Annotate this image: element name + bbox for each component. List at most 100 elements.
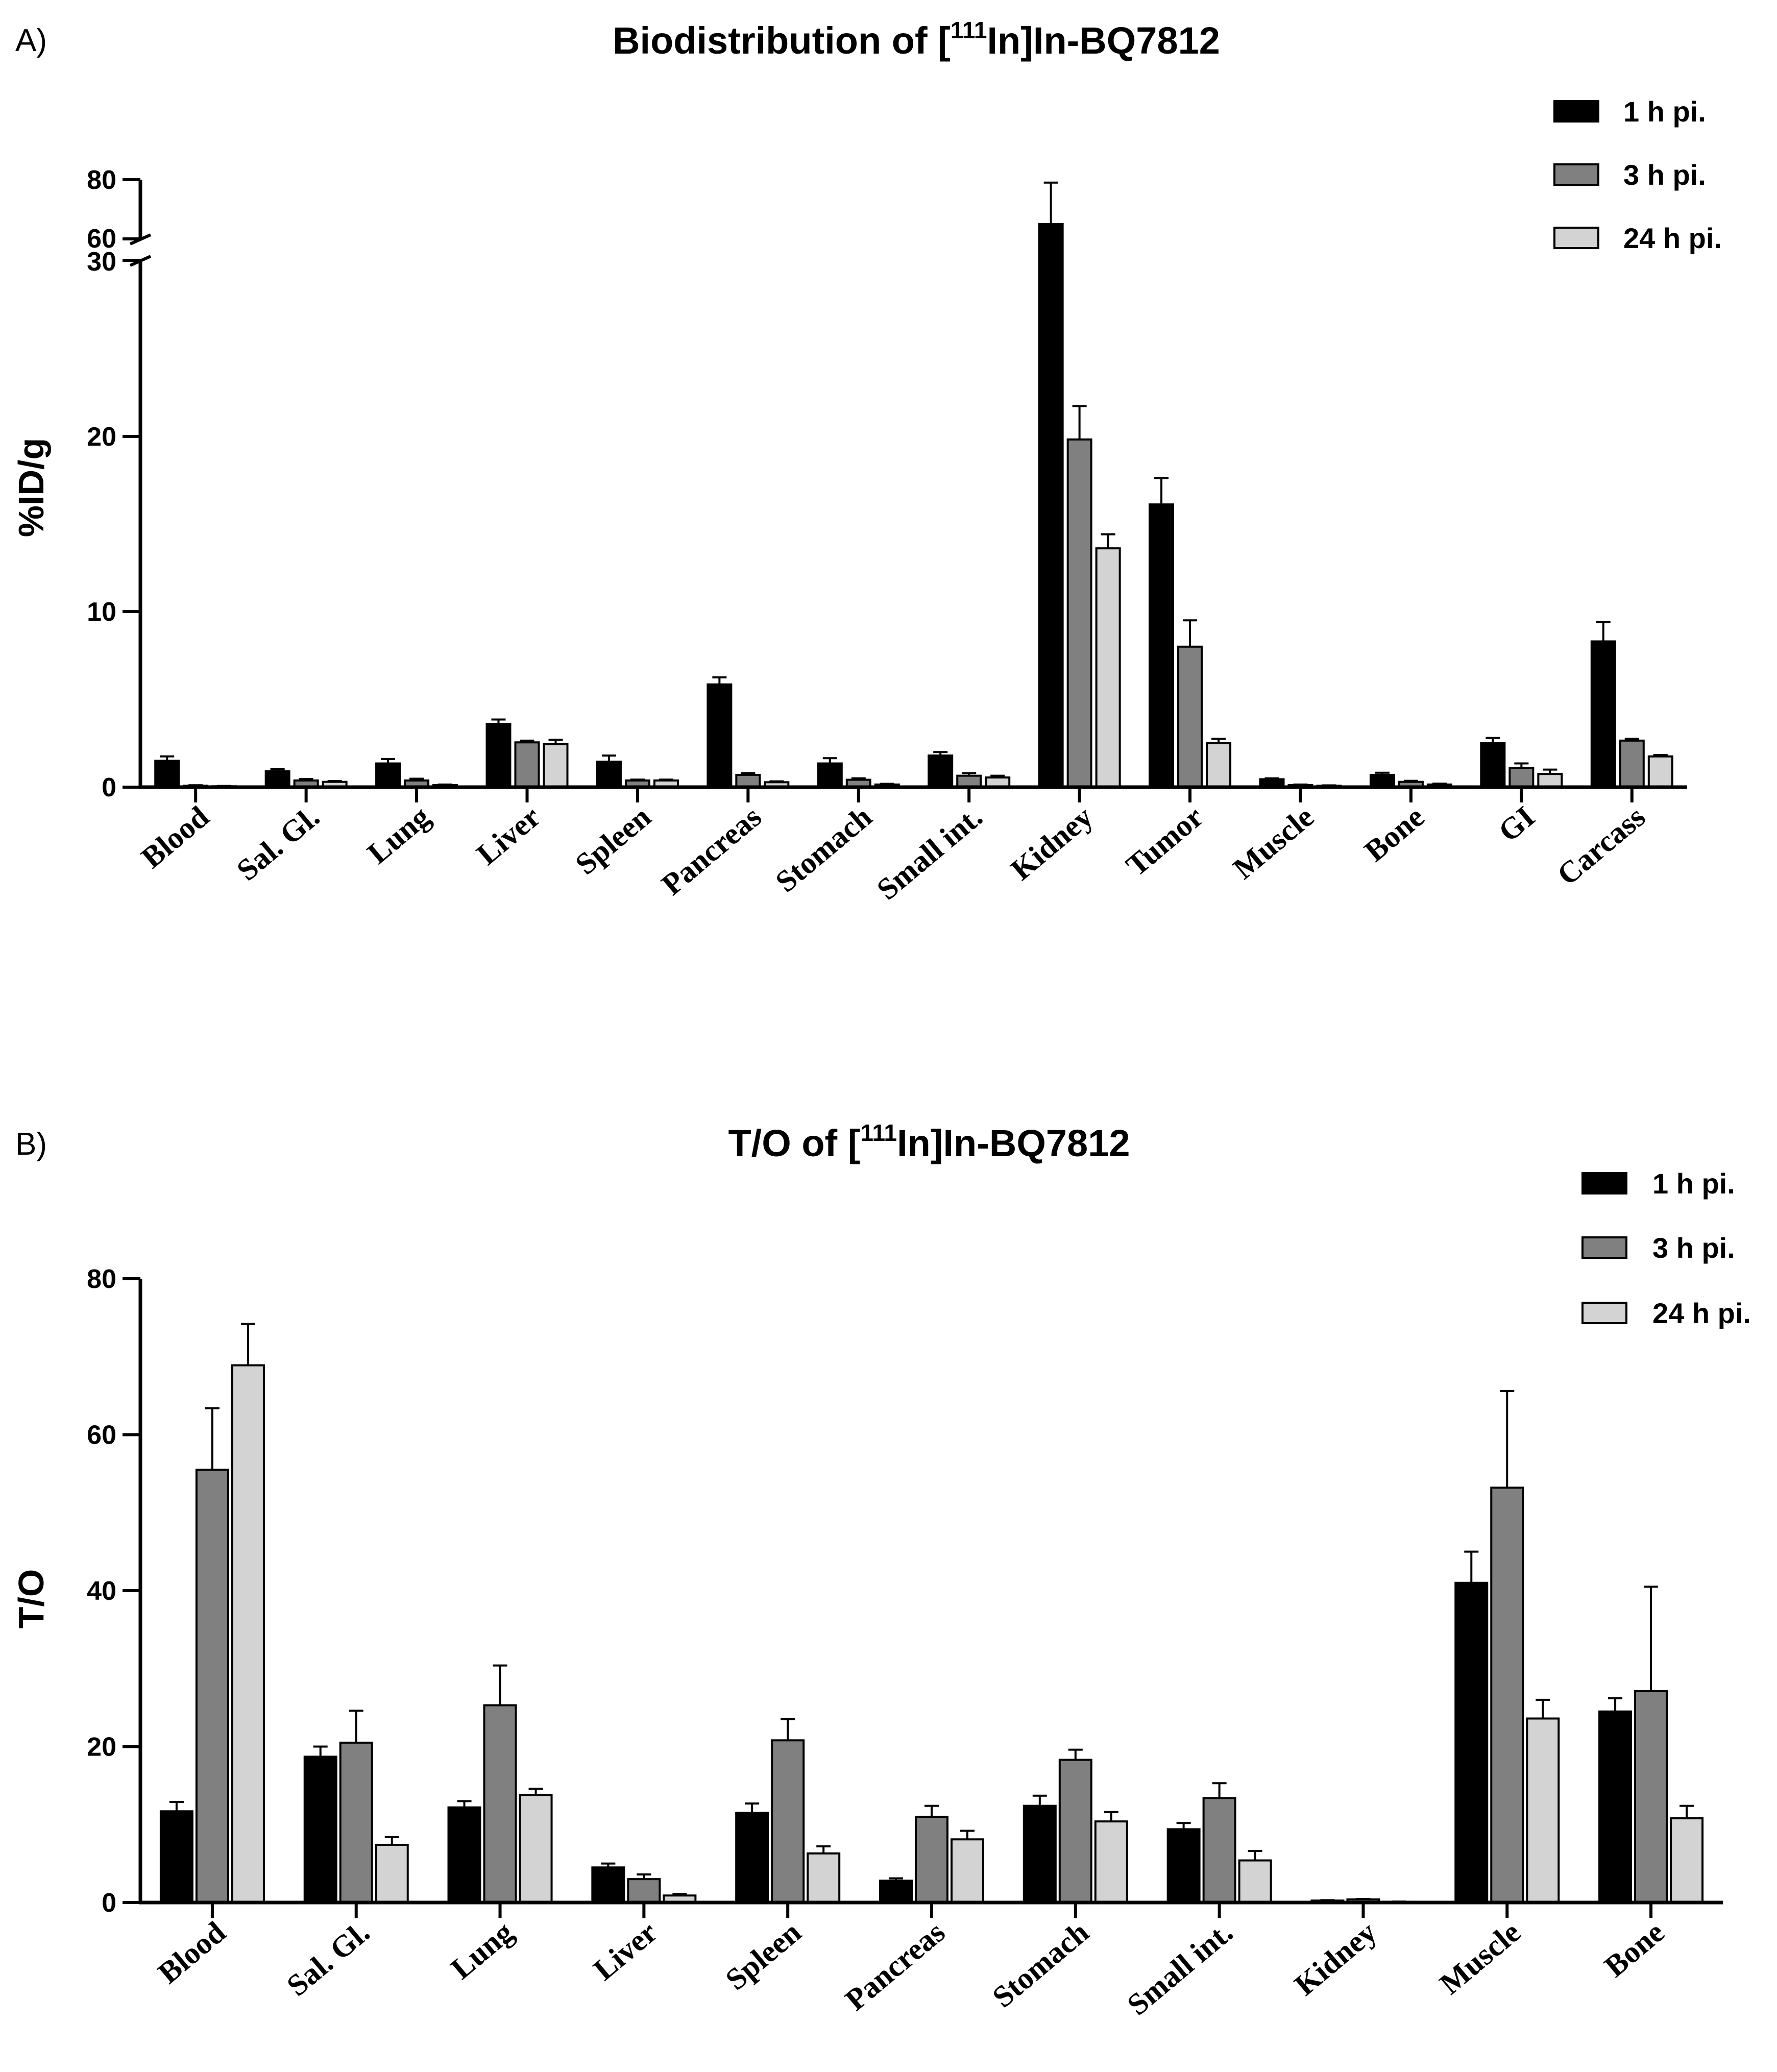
bar-lung-3-h-pi [483, 1704, 517, 1904]
error-bar-carcass-3-h-pi [1624, 738, 1639, 741]
legend-label-24h: 24 h pi. [1652, 1297, 1751, 1329]
error-bar-lung-1-h-pi [381, 758, 396, 764]
error-bar-small-int-1-h-pi [933, 751, 948, 756]
bar-pancreas-24-h-pi [951, 1838, 984, 1904]
bar-tumor-1-h-pi [1149, 503, 1175, 788]
category-label-gi: GI [1492, 799, 1541, 848]
panel-a-error-bars [160, 181, 1668, 787]
error-bar-sal-gl-3-h-pi [299, 778, 313, 781]
error-bar-blood-1-h-pi [169, 1800, 184, 1812]
panel-b-ytick-label: 80 [87, 1264, 116, 1294]
error-bar-bone-3-h-pi [1403, 779, 1418, 782]
error-bar-gi-1-h-pi [1486, 737, 1500, 743]
bar-bone-24-h-pi [1670, 1817, 1704, 1904]
bar-muscle-24-h-pi [1526, 1717, 1560, 1904]
bar-carcass-3-h-pi [1619, 739, 1645, 788]
bar-sal-gl-1-h-pi [264, 770, 290, 789]
panel-b-ytick-label: 20 [87, 1733, 116, 1762]
category-label-kidney: Kidney [1288, 1915, 1382, 2002]
legend-swatch-3h [1581, 1236, 1627, 1259]
error-bar-stomach-3-h-pi [1068, 1748, 1083, 1760]
error-bar-spleen-3-h-pi [630, 778, 645, 781]
error-bar-small-int-24-h-pi [990, 774, 1005, 778]
category-label-kidney: Kidney [1005, 799, 1099, 887]
bar-tumor-24-h-pi [1206, 742, 1232, 788]
bar-liver-1-h-pi [485, 723, 512, 789]
bar-liver-3-h-pi [627, 1878, 661, 1904]
error-bar-pancreas-3-h-pi [741, 772, 756, 775]
error-bar-liver-1-h-pi [601, 1862, 616, 1868]
category-label-sal-gl: Sal. Gl. [280, 1915, 376, 2003]
error-bar-spleen-1-h-pi [745, 1802, 760, 1813]
bar-stomach-24-h-pi [1094, 1820, 1128, 1904]
category-label-sal-gl: Sal. Gl. [230, 799, 326, 887]
bar-pancreas-1-h-pi [707, 683, 733, 789]
error-bar-small-int-3-h-pi [962, 772, 977, 776]
panel-b-bars [159, 1364, 1704, 1904]
bar-kidney-3-h-pi [1066, 438, 1092, 788]
bar-bone-1-h-pi [1369, 773, 1395, 789]
panel-a-title: Biodistribution of [111In]In-BQ7812 [613, 17, 1220, 62]
category-label-muscle: Muscle [1227, 799, 1320, 885]
category-label-tumor: Tumor [1119, 799, 1209, 883]
bar-blood-1-h-pi [159, 1810, 193, 1904]
error-bar-gi-24-h-pi [1543, 768, 1557, 774]
bar-small-int-1-h-pi [1166, 1828, 1201, 1904]
error-bar-sal-gl-1-h-pi [313, 1745, 328, 1757]
bar-small-int-1-h-pi [928, 754, 954, 788]
panel-b: B) T/O of [111In]In-BQ7812 T/O 0 20 40 60 80… [11, 1119, 1751, 2022]
error-bar-lung-24-h-pi [528, 1787, 543, 1795]
bar-muscle-3-h-pi [1490, 1486, 1524, 1904]
panel-b-ytick-label: 40 [87, 1576, 116, 1606]
error-bar-pancreas-24-h-pi [769, 780, 784, 783]
error-bar-pancreas-24-h-pi [960, 1830, 975, 1840]
error-bar-stomach-1-h-pi [822, 757, 837, 764]
error-bar-blood-24-h-pi [240, 1323, 255, 1366]
bar-liver-24-h-pi [543, 743, 569, 788]
bar-kidney-24-h-pi [1095, 547, 1121, 789]
bar-liver-3-h-pi [514, 741, 540, 789]
error-bar-sal-gl-1-h-pi [270, 768, 285, 772]
error-bar-gi-3-h-pi [1514, 762, 1529, 768]
category-label-stomach: Stomach [986, 1915, 1096, 2014]
panel-a-letter: A) [15, 23, 47, 58]
error-bar-bone-3-h-pi [1644, 1586, 1659, 1692]
bar-bone-1-h-pi [1598, 1710, 1633, 1904]
bar-bone-3-h-pi [1634, 1690, 1668, 1904]
bar-spleen-24-h-pi [807, 1852, 841, 1904]
bar-stomach-3-h-pi [1058, 1759, 1092, 1904]
error-bar-muscle-1-h-pi [1264, 777, 1279, 779]
bar-lung-1-h-pi [375, 762, 401, 789]
legend-label-1h: 1 h pi. [1623, 95, 1706, 128]
error-bar-kidney-24-h-pi [1101, 533, 1115, 549]
bar-blood-1-h-pi [154, 760, 180, 789]
panel-a-ytick-label: 0 [102, 773, 116, 802]
error-bar-liver-1-h-pi [491, 718, 506, 724]
legend-swatch-24h [1581, 1302, 1627, 1324]
error-bar-liver-3-h-pi [637, 1873, 651, 1880]
legend-label-24h: 24 h pi. [1623, 222, 1722, 254]
error-bar-lung-3-h-pi [493, 1664, 507, 1705]
bar-gi-24-h-pi [1537, 773, 1563, 788]
category-label-liver: Liver [587, 1915, 664, 1987]
error-bar-spleen-24-h-pi [816, 1845, 831, 1854]
error-bar-lung-3-h-pi [409, 777, 424, 781]
panel-a-bars [154, 223, 1673, 789]
panel-a-ytick-label: 60 [87, 224, 116, 254]
error-bar-liver-24-h-pi [672, 1893, 687, 1896]
error-bar-blood-3-h-pi [205, 1407, 220, 1470]
error-bar-kidney-3-h-pi [1072, 405, 1087, 440]
bar-spleen-3-h-pi [771, 1739, 805, 1904]
error-bar-bone-1-h-pi [1375, 771, 1390, 775]
panel-b-x-ticks [210, 1903, 1653, 1918]
bar-lung-1-h-pi [447, 1806, 481, 1904]
bar-sal-gl-24-h-pi [375, 1843, 409, 1904]
bar-stomach-1-h-pi [1023, 1805, 1057, 1904]
error-bar-pancreas-1-h-pi [712, 676, 727, 685]
panel-b-legend: 1 h pi. 3 h pi. 24 h pi. [1581, 1167, 1751, 1329]
legend-label-1h: 1 h pi. [1652, 1167, 1735, 1200]
bar-lung-24-h-pi [519, 1794, 553, 1904]
panel-a-ytick-label: 10 [87, 597, 116, 627]
bar-liver-1-h-pi [591, 1866, 625, 1904]
